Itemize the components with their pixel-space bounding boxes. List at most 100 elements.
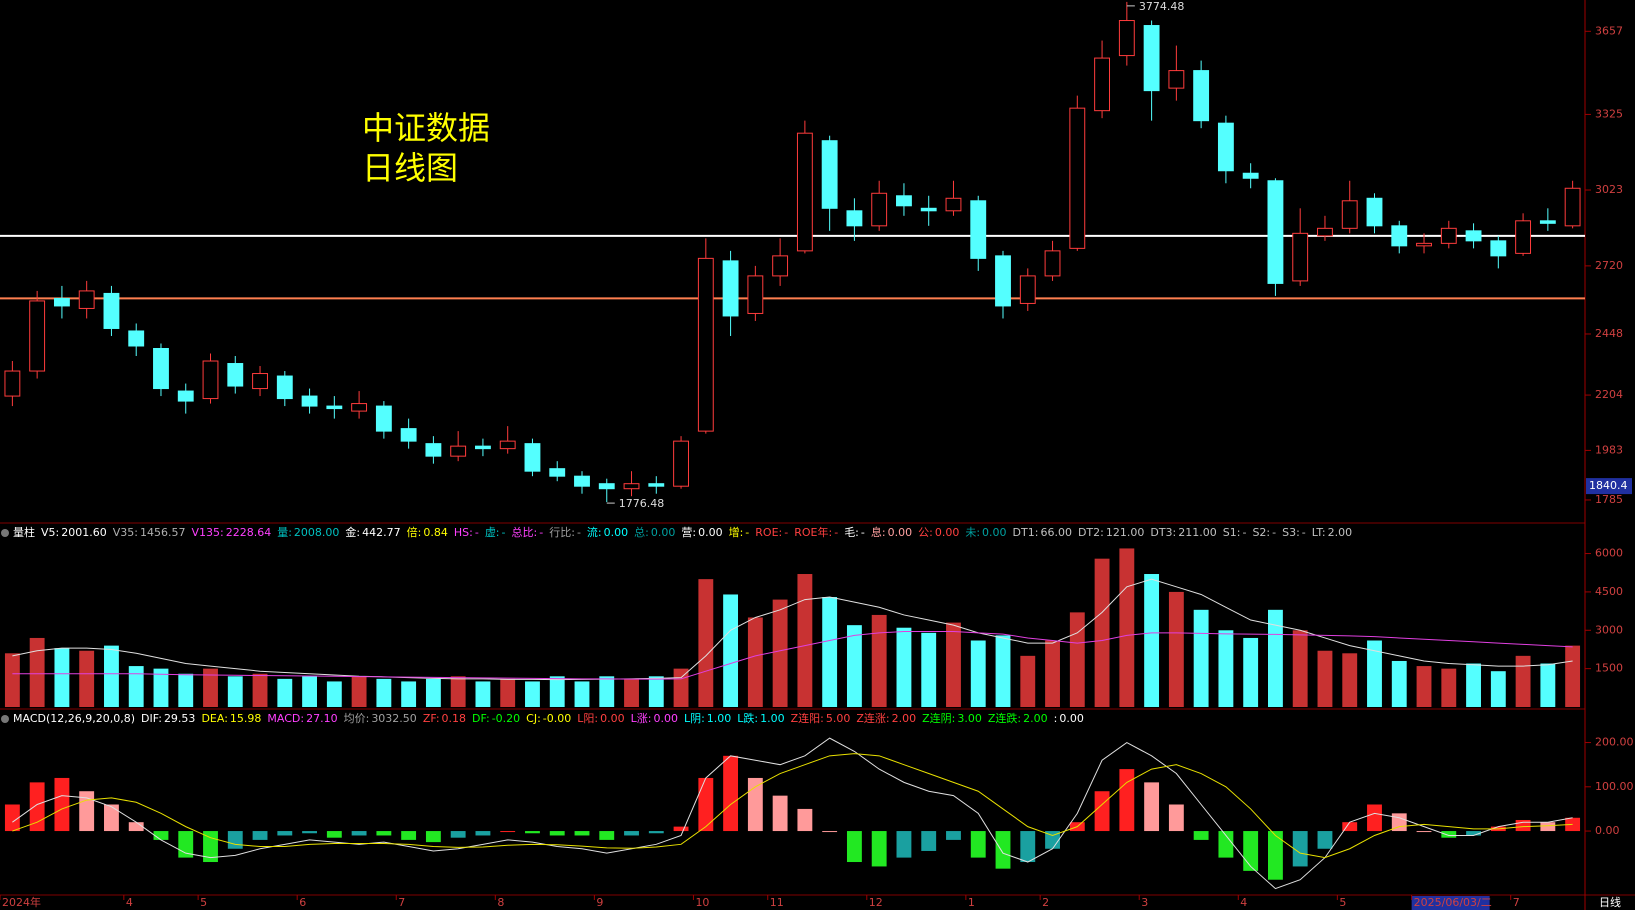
candle-body bbox=[1490, 240, 1507, 257]
macd-bar bbox=[1218, 831, 1234, 858]
header-label: Z连阴: bbox=[922, 712, 955, 725]
header-label: S1: bbox=[1223, 526, 1241, 539]
macd-bar bbox=[1540, 822, 1556, 832]
macd-bar bbox=[1441, 831, 1457, 838]
macd-bar bbox=[624, 831, 639, 836]
header-value: 0.84 bbox=[423, 526, 448, 539]
macd-bar bbox=[376, 831, 392, 836]
macd-bar bbox=[1020, 831, 1036, 863]
y-tick-label: 2204 bbox=[1595, 388, 1623, 401]
header-value: 0.00 bbox=[698, 526, 723, 539]
macd-bar bbox=[1466, 831, 1481, 836]
candle-body bbox=[945, 197, 962, 212]
x-tick-label: 3 bbox=[1141, 896, 1148, 909]
macd-bar bbox=[153, 831, 169, 840]
x-tick-label: 12 bbox=[869, 896, 883, 909]
header-value: 1456.57 bbox=[140, 526, 186, 539]
volume-bar bbox=[1441, 668, 1457, 707]
y-tick-label: 2448 bbox=[1595, 327, 1623, 340]
candle-body bbox=[896, 195, 912, 207]
macd-bar bbox=[326, 831, 342, 838]
candle-body bbox=[351, 403, 368, 412]
macd-bar bbox=[1193, 831, 1209, 840]
macd-bar bbox=[648, 831, 664, 834]
candle-body bbox=[425, 443, 442, 457]
volume-bar bbox=[797, 574, 813, 707]
header-label: MACD: bbox=[267, 712, 304, 725]
header-value: - bbox=[834, 526, 838, 539]
volume-bar bbox=[277, 678, 293, 707]
macd-bar bbox=[525, 831, 540, 834]
candle-body bbox=[1242, 172, 1259, 179]
volume-bar bbox=[1466, 663, 1481, 707]
macd-bar bbox=[1342, 822, 1358, 832]
x-tick-label: 6 bbox=[299, 896, 306, 909]
chart-subtitle: 日线图 bbox=[362, 149, 458, 187]
macd-bar bbox=[599, 831, 615, 840]
macd-bar bbox=[104, 804, 119, 832]
dea-line bbox=[12, 753, 1573, 859]
header-value: 2228.64 bbox=[226, 526, 272, 539]
macd-bar bbox=[1094, 791, 1110, 832]
candle-body bbox=[970, 200, 987, 259]
macd-bar bbox=[797, 808, 813, 832]
y-tick-label: 3000 bbox=[1595, 623, 1623, 636]
macd-bar bbox=[921, 831, 937, 851]
header-label: 金: bbox=[345, 525, 360, 539]
macd-bar bbox=[500, 831, 516, 833]
candle-body bbox=[524, 443, 541, 472]
candle-body bbox=[846, 210, 863, 227]
header-value: 0.00 bbox=[604, 526, 629, 539]
header-label: DT2: bbox=[1078, 526, 1104, 539]
header-label: L阳: bbox=[577, 712, 598, 725]
volume-bar bbox=[896, 627, 912, 707]
macd-bar bbox=[574, 831, 590, 836]
volume-bar bbox=[425, 678, 441, 707]
volume-bar bbox=[1565, 645, 1581, 707]
header-value: - bbox=[745, 526, 749, 539]
volume-bar bbox=[54, 648, 70, 707]
candle-body bbox=[722, 260, 739, 317]
volume-bar bbox=[1292, 630, 1308, 707]
header-value: 0.00 bbox=[888, 526, 913, 539]
candle-body bbox=[450, 445, 467, 457]
macd-bar bbox=[846, 831, 862, 863]
macd-bar bbox=[29, 782, 45, 832]
header-value: 3032.50 bbox=[371, 712, 417, 725]
volume-bar bbox=[1144, 574, 1160, 707]
x-tick-label: 5 bbox=[200, 896, 207, 909]
candle-body bbox=[1168, 70, 1185, 89]
candle-body bbox=[1094, 57, 1110, 112]
volume-bar bbox=[1119, 548, 1135, 707]
macd-bar bbox=[227, 831, 243, 849]
low-label: 1776.48 bbox=[619, 497, 665, 510]
volume-bar bbox=[500, 678, 516, 707]
header-label: V35: bbox=[113, 526, 138, 539]
header-value: 211.00 bbox=[1178, 526, 1217, 539]
header-value: - bbox=[502, 526, 506, 539]
macd-bar bbox=[277, 831, 293, 836]
macd-bar bbox=[54, 777, 70, 832]
header-label: 总比: bbox=[512, 525, 538, 539]
y-tick-label: 4500 bbox=[1595, 585, 1623, 598]
header-label: 增: bbox=[729, 525, 744, 539]
macd-bar bbox=[673, 826, 689, 832]
header-label: 量柱 bbox=[13, 525, 35, 539]
candle-body bbox=[103, 292, 120, 329]
header-value: 1.00 bbox=[707, 712, 732, 725]
volume-bar bbox=[1243, 637, 1259, 707]
volume-bar bbox=[921, 632, 937, 707]
candle-body bbox=[1391, 225, 1408, 247]
cursor-date-box bbox=[1411, 896, 1490, 910]
candle-body bbox=[78, 290, 95, 309]
volume-bar bbox=[747, 617, 763, 707]
macd-bar bbox=[4, 804, 20, 832]
high-label: 3774.48 bbox=[1139, 0, 1185, 13]
header-label: 量: bbox=[277, 526, 292, 539]
header-label: ROE年: bbox=[794, 525, 832, 539]
volume-bar bbox=[1094, 558, 1110, 707]
header-label: LT: bbox=[1312, 526, 1326, 539]
x-tick-label: 9 bbox=[596, 896, 603, 909]
